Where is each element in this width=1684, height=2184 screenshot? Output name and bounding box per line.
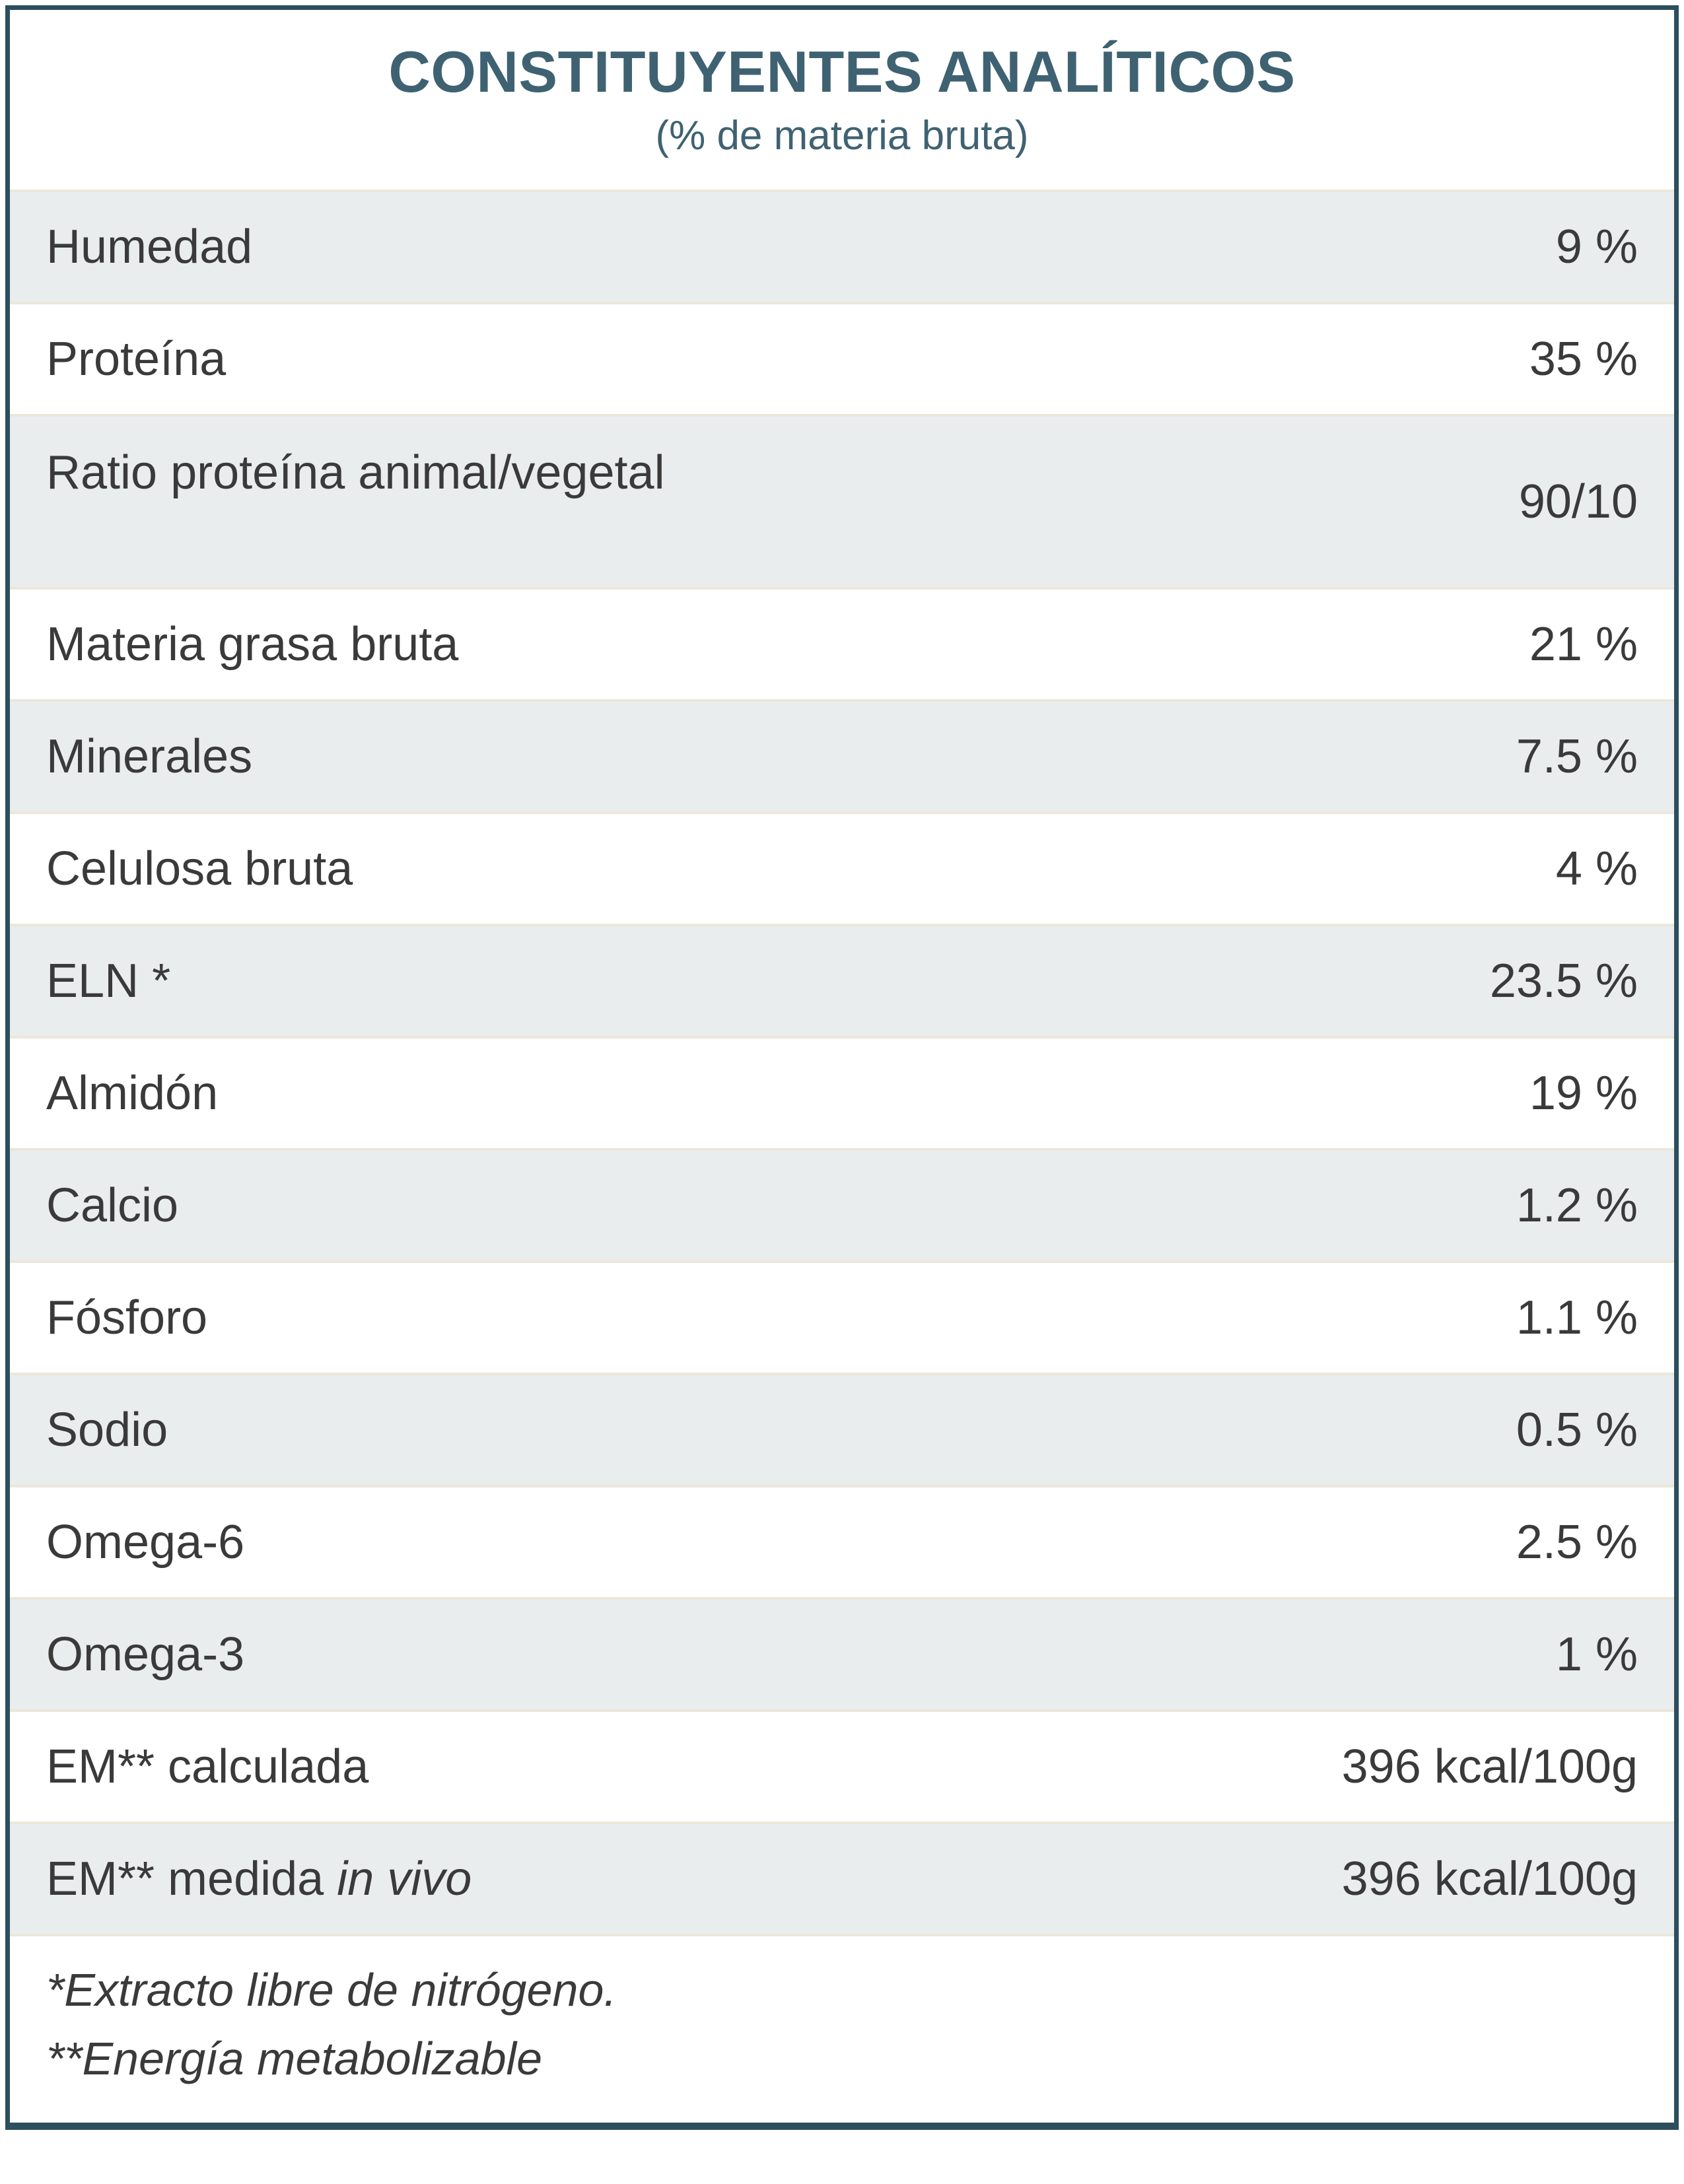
row-label: Almidón bbox=[46, 1067, 219, 1120]
table-row: Omega-3 1 % bbox=[10, 1597, 1674, 1709]
footnote-nitrogen-free-extract: *Extracto libre de nitrógeno. bbox=[46, 1964, 617, 2016]
row-value: 1.1 % bbox=[1516, 1291, 1638, 1344]
row-value: 0.5 % bbox=[1516, 1404, 1638, 1456]
row-label: Celulosa bruta bbox=[46, 842, 353, 895]
row-label: Omega-3 bbox=[46, 1628, 245, 1681]
table-row: EM** medida in vivo 396 kcal/100g bbox=[10, 1822, 1674, 1934]
row-value: 1.2 % bbox=[1516, 1179, 1638, 1232]
row-value: 35 % bbox=[1529, 333, 1638, 386]
row-label: EM** calculada bbox=[46, 1740, 369, 1793]
row-label: Fósforo bbox=[46, 1291, 208, 1344]
row-value: 21 % bbox=[1529, 618, 1638, 671]
analytical-constituents-table: CONSTITUYENTES ANALÍTICOS (% de materia … bbox=[5, 5, 1679, 2130]
row-label: Humedad bbox=[46, 221, 253, 273]
row-value: 396 kcal/100g bbox=[1341, 1740, 1638, 1793]
row-value: 396 kcal/100g bbox=[1341, 1853, 1638, 1905]
table-row: Proteína 35 % bbox=[10, 302, 1674, 414]
row-value: 7.5 % bbox=[1516, 730, 1638, 783]
table-row: EM** calculada 396 kcal/100g bbox=[10, 1709, 1674, 1822]
table-row: Sodio 0.5 % bbox=[10, 1373, 1674, 1485]
table-row: Almidón 19 % bbox=[10, 1036, 1674, 1148]
row-value: 4 % bbox=[1555, 842, 1638, 895]
table-row: Fósforo 1.1 % bbox=[10, 1260, 1674, 1373]
row-label-italic: in vivo bbox=[337, 1853, 472, 1905]
table-row: Celulosa bruta 4 % bbox=[10, 811, 1674, 924]
table-row: Humedad 9 % bbox=[10, 189, 1674, 302]
row-label: Calcio bbox=[46, 1179, 179, 1232]
table-title: CONSTITUYENTES ANALÍTICOS bbox=[388, 39, 1296, 104]
row-value: 90/10 bbox=[1518, 475, 1638, 528]
row-value: 23.5 % bbox=[1489, 955, 1638, 1007]
row-label: Minerales bbox=[46, 730, 253, 783]
row-label: EM** medida in vivo bbox=[46, 1853, 472, 1905]
table-row: Omega-6 2.5 % bbox=[10, 1485, 1674, 1597]
row-label: Sodio bbox=[46, 1404, 168, 1456]
row-label: ELN * bbox=[46, 955, 171, 1007]
row-value: 19 % bbox=[1529, 1067, 1638, 1120]
row-label: Proteína bbox=[46, 333, 227, 386]
row-label: Omega-6 bbox=[46, 1516, 245, 1569]
table-row: Ratio proteína animal/vegetal 90/10 bbox=[10, 414, 1674, 587]
row-value: 9 % bbox=[1555, 221, 1638, 273]
row-value: 1 % bbox=[1555, 1628, 1638, 1681]
table-subtitle: (% de materia bruta) bbox=[655, 113, 1029, 158]
table-header: CONSTITUYENTES ANALÍTICOS (% de materia … bbox=[10, 10, 1674, 189]
row-value: 2.5 % bbox=[1516, 1516, 1638, 1569]
footnote-metabolizable-energy: **Energía metabolizable bbox=[46, 2033, 543, 2084]
row-label: Materia grasa bruta bbox=[46, 618, 459, 671]
constituents-rows: Humedad 9 % Proteína 35 % Ratio proteína ani… bbox=[10, 189, 1674, 1934]
table-row: Calcio 1.2 % bbox=[10, 1148, 1674, 1260]
table-row: ELN * 23.5 % bbox=[10, 924, 1674, 1036]
table-row: Materia grasa bruta 21 % bbox=[10, 587, 1674, 699]
table-row: Minerales 7.5 % bbox=[10, 699, 1674, 811]
row-label: Ratio proteína animal/vegetal bbox=[46, 446, 665, 499]
footnotes-section: *Extracto libre de nitrógeno. **Energía … bbox=[10, 1934, 1674, 2123]
